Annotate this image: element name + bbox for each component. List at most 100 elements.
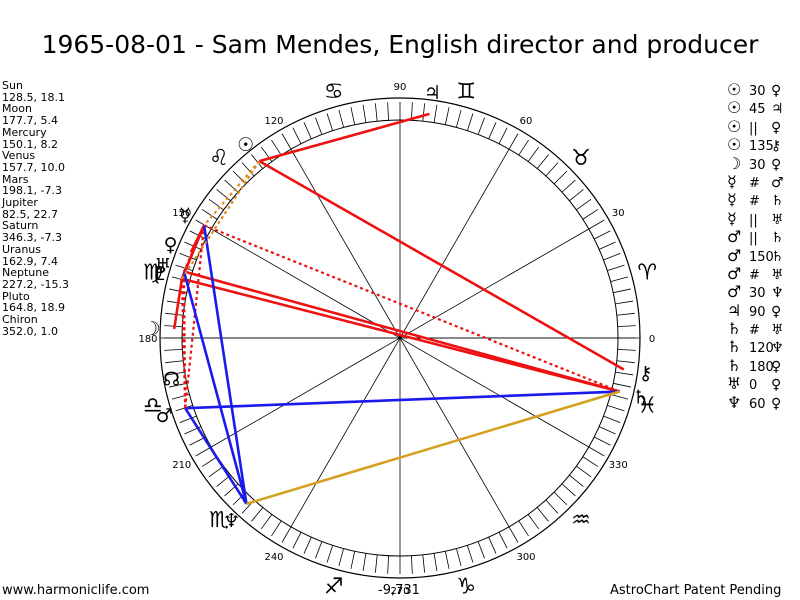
aspect-planet-2: ♄ <box>771 248 784 265</box>
degree-tick <box>607 404 625 412</box>
degree-label: 90 <box>394 82 407 93</box>
aspect-planet-2: ♀ <box>771 395 782 412</box>
planet-name-saturn: Saturn <box>2 219 39 233</box>
aspect-planet-2: ♀ <box>771 303 782 320</box>
degree-label: 210 <box>172 460 191 471</box>
degree-tick <box>387 102 389 121</box>
aspect-planet-2: ♄ <box>771 230 784 247</box>
degree-tick <box>477 117 485 135</box>
aspect-row: ☿ || ♅ <box>727 209 784 228</box>
aspect-type: 30 <box>749 286 766 302</box>
aspect-type: 45 <box>749 102 766 118</box>
planet-name-mercury: Mercury <box>2 125 47 139</box>
aspect-line <box>189 224 206 253</box>
degree-tick <box>292 532 302 549</box>
degree-tick <box>195 446 212 457</box>
degree-tick <box>588 219 605 230</box>
aspect-line <box>181 277 620 393</box>
planet-glyph-moon: ☽ <box>144 318 161 340</box>
degree-label: 300 <box>516 552 535 563</box>
degree-tick <box>303 536 312 554</box>
planet-glyph-mars: ♂ <box>156 405 173 427</box>
degree-tick <box>362 553 367 572</box>
degree-tick <box>527 146 540 162</box>
aspect-planet-2: ♆ <box>771 285 784 302</box>
aspect-row: ♃ 90 ♀ <box>727 300 784 320</box>
planet-glyph-saturn: ♄ <box>632 387 649 409</box>
degree-tick <box>281 133 292 150</box>
planet-values-saturn: 346.3, -7.3 <box>2 231 62 245</box>
degree-tick <box>444 551 450 569</box>
aspect-row: ☿ # ♂ <box>727 172 784 191</box>
aspect-lines <box>172 112 625 506</box>
degree-tick <box>488 536 497 554</box>
degree-tick <box>201 456 218 467</box>
degree-tick <box>527 514 540 530</box>
degree-tick <box>433 553 438 572</box>
aspect-planet-1: ♄ <box>727 337 742 357</box>
planet-name-pluto: Pluto <box>2 289 30 303</box>
aspect-type: 120 <box>749 341 774 357</box>
degree-tick <box>303 122 312 140</box>
degree-tick <box>338 109 344 128</box>
aspect-planet-2: ⚷ <box>771 138 782 155</box>
degree-tick <box>315 541 323 559</box>
degree-tick <box>208 465 224 478</box>
degree-label: 60 <box>520 116 533 127</box>
degree-tick <box>617 325 636 327</box>
degree-tick <box>260 514 273 530</box>
degree-tick <box>387 555 389 574</box>
aspect-row: ♅ 0 ♀ <box>727 374 784 394</box>
planet-values-mercury: 150.1, 8.2 <box>2 137 58 151</box>
degree-tick <box>594 230 611 240</box>
degree-tick <box>613 382 631 388</box>
degree-tick <box>175 264 193 272</box>
degree-tick <box>582 209 599 220</box>
aspect-row: ♂ 150♄ <box>727 246 784 265</box>
planet-name-jupiter: Jupiter <box>2 196 38 210</box>
aspect-line <box>185 390 620 410</box>
degree-tick <box>166 371 185 376</box>
aspect-type: 90 <box>749 304 766 320</box>
planet-values-chiron: 352.0, 1.0 <box>2 324 58 338</box>
degree-tick <box>561 179 576 193</box>
aspect-type: 0 <box>749 378 758 394</box>
aspect-type: 30 <box>749 157 766 173</box>
zodiac-glyphs: ♈ ♉ ♊ ♋ ♌ ♍ ♎ ♏ ♐ ♑ ♒ ♓ <box>143 80 657 600</box>
planet-glyph-chiron: ⚷ <box>639 363 653 385</box>
degree-tick <box>350 551 356 569</box>
degree-tick <box>315 117 323 135</box>
degree-tick <box>326 113 334 131</box>
zodiac-sign-glyph: ♍ <box>143 261 163 286</box>
aspect-row: ☽ 30 ♀ <box>727 154 784 173</box>
degree-tick <box>164 349 183 351</box>
aspect-type: # <box>749 194 760 210</box>
degree-tick <box>616 312 635 316</box>
planet-values-sun: 128.5, 18.1 <box>2 90 65 104</box>
degree-tick <box>617 349 636 351</box>
degree-tick <box>561 483 576 497</box>
planet-values-pluto: 164.8, 18.9 <box>2 301 65 315</box>
aspect-planet-1: ♃ <box>727 300 742 320</box>
degree-tick <box>569 474 584 487</box>
degree-tick <box>456 109 462 128</box>
aspect-line <box>258 160 625 371</box>
aspect-type: 60 <box>749 396 766 412</box>
degree-label: 120 <box>264 116 283 127</box>
degree-tick <box>271 139 282 156</box>
aspect-planet-2: ♀ <box>771 119 782 136</box>
degree-tick <box>488 122 497 140</box>
zodiac-sign-glyph: ♓ <box>637 393 657 418</box>
aspect-planet-2: ♀ <box>771 358 782 375</box>
planet-values-moon: 177.7, 5.4 <box>2 114 58 128</box>
degree-tick <box>553 170 568 185</box>
aspect-planet-2: ♆ <box>771 340 784 357</box>
sign-spokes <box>160 120 640 556</box>
chart-title: 1965-08-01 - Sam Mendes, English directo… <box>41 30 759 59</box>
aspect-planet-1: ♂ <box>727 263 742 283</box>
degree-label: 270 <box>390 586 409 597</box>
zodiac-sign-glyph: ♋ <box>324 80 344 105</box>
aspect-planet-2: ♃ <box>771 101 784 118</box>
planet-values-uranus: 162.9, 7.4 <box>2 254 58 268</box>
degree-tick <box>518 520 529 537</box>
